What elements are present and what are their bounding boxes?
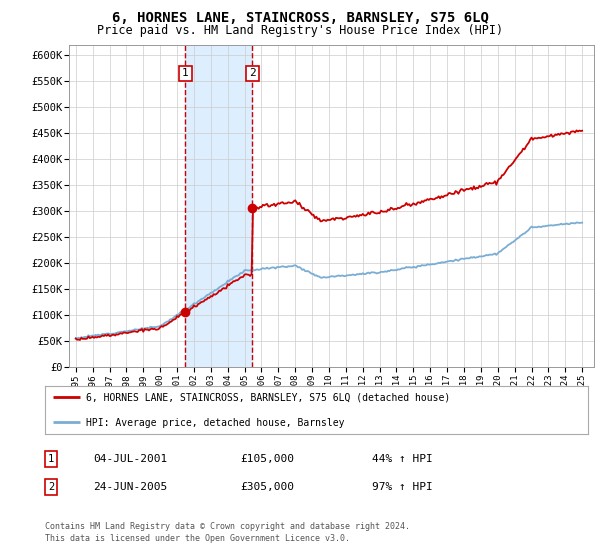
- Text: 97% ↑ HPI: 97% ↑ HPI: [372, 482, 433, 492]
- Text: 2: 2: [48, 482, 54, 492]
- Text: Price paid vs. HM Land Registry's House Price Index (HPI): Price paid vs. HM Land Registry's House …: [97, 24, 503, 37]
- Text: 1: 1: [48, 454, 54, 464]
- Bar: [185, 45, 253, 367]
- Text: £105,000: £105,000: [240, 454, 294, 464]
- Text: 2: 2: [249, 68, 256, 78]
- Text: 04-JUL-2001: 04-JUL-2001: [93, 454, 167, 464]
- Text: 24-JUN-2005: 24-JUN-2005: [93, 482, 167, 492]
- Text: 44% ↑ HPI: 44% ↑ HPI: [372, 454, 433, 464]
- Text: £305,000: £305,000: [240, 482, 294, 492]
- Text: 6, HORNES LANE, STAINCROSS, BARNSLEY, S75 6LQ (detached house): 6, HORNES LANE, STAINCROSS, BARNSLEY, S7…: [86, 393, 450, 403]
- Text: Contains HM Land Registry data © Crown copyright and database right 2024.: Contains HM Land Registry data © Crown c…: [45, 522, 410, 531]
- Text: 6, HORNES LANE, STAINCROSS, BARNSLEY, S75 6LQ: 6, HORNES LANE, STAINCROSS, BARNSLEY, S7…: [112, 11, 488, 25]
- Text: 1: 1: [182, 68, 189, 78]
- Text: HPI: Average price, detached house, Barnsley: HPI: Average price, detached house, Barn…: [86, 418, 344, 428]
- Text: This data is licensed under the Open Government Licence v3.0.: This data is licensed under the Open Gov…: [45, 534, 350, 543]
